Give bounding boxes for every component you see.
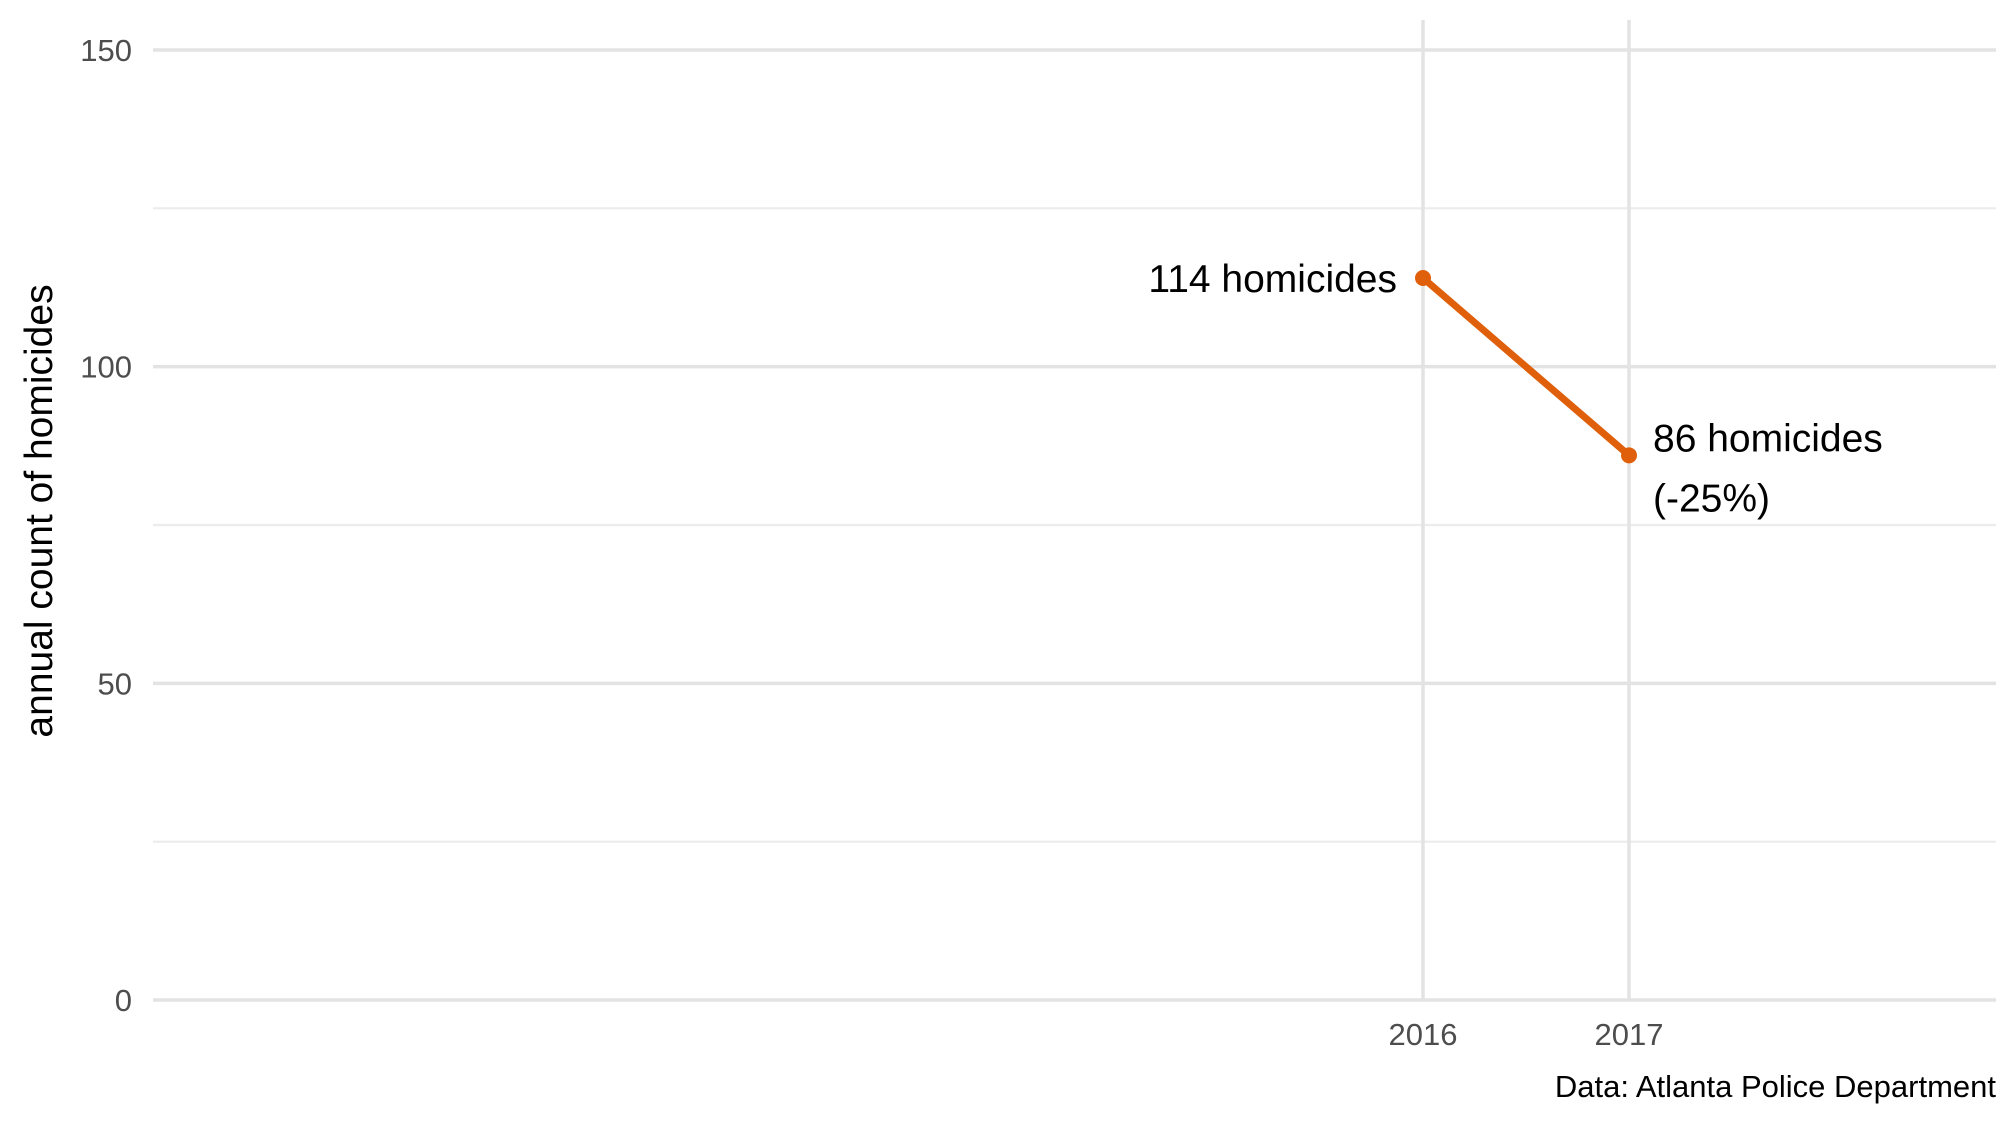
- y-tick-label: 100: [80, 350, 132, 385]
- data-point: [1415, 270, 1431, 286]
- x-axis-tick-labels: 2016 2017: [1389, 1017, 1664, 1052]
- caption: Data: Atlanta Police Department: [1555, 1069, 1997, 1104]
- x-tick-label: 2017: [1595, 1017, 1664, 1052]
- series-line: [1419, 274, 1633, 459]
- major-gridlines: [153, 20, 1996, 1002]
- point-annotation: 86 homicides: [1653, 417, 1883, 460]
- y-tick-label: 0: [115, 983, 132, 1018]
- data-point: [1621, 447, 1637, 464]
- x-tick-label: 2016: [1389, 1017, 1458, 1052]
- minor-gridlines: [153, 207, 1996, 843]
- y-axis-tick-labels: 0 50 100 150: [80, 33, 132, 1018]
- y-tick-label: 150: [80, 33, 132, 68]
- series-layer: [1415, 270, 1637, 464]
- y-axis-title: annual count of homicides: [18, 284, 61, 737]
- y-tick-label: 50: [98, 666, 132, 701]
- annotation-layer: 114 homicides 86 homicides (-25%): [1148, 258, 1882, 520]
- point-annotation: (-25%): [1653, 477, 1770, 520]
- point-annotation: 114 homicides: [1148, 258, 1397, 301]
